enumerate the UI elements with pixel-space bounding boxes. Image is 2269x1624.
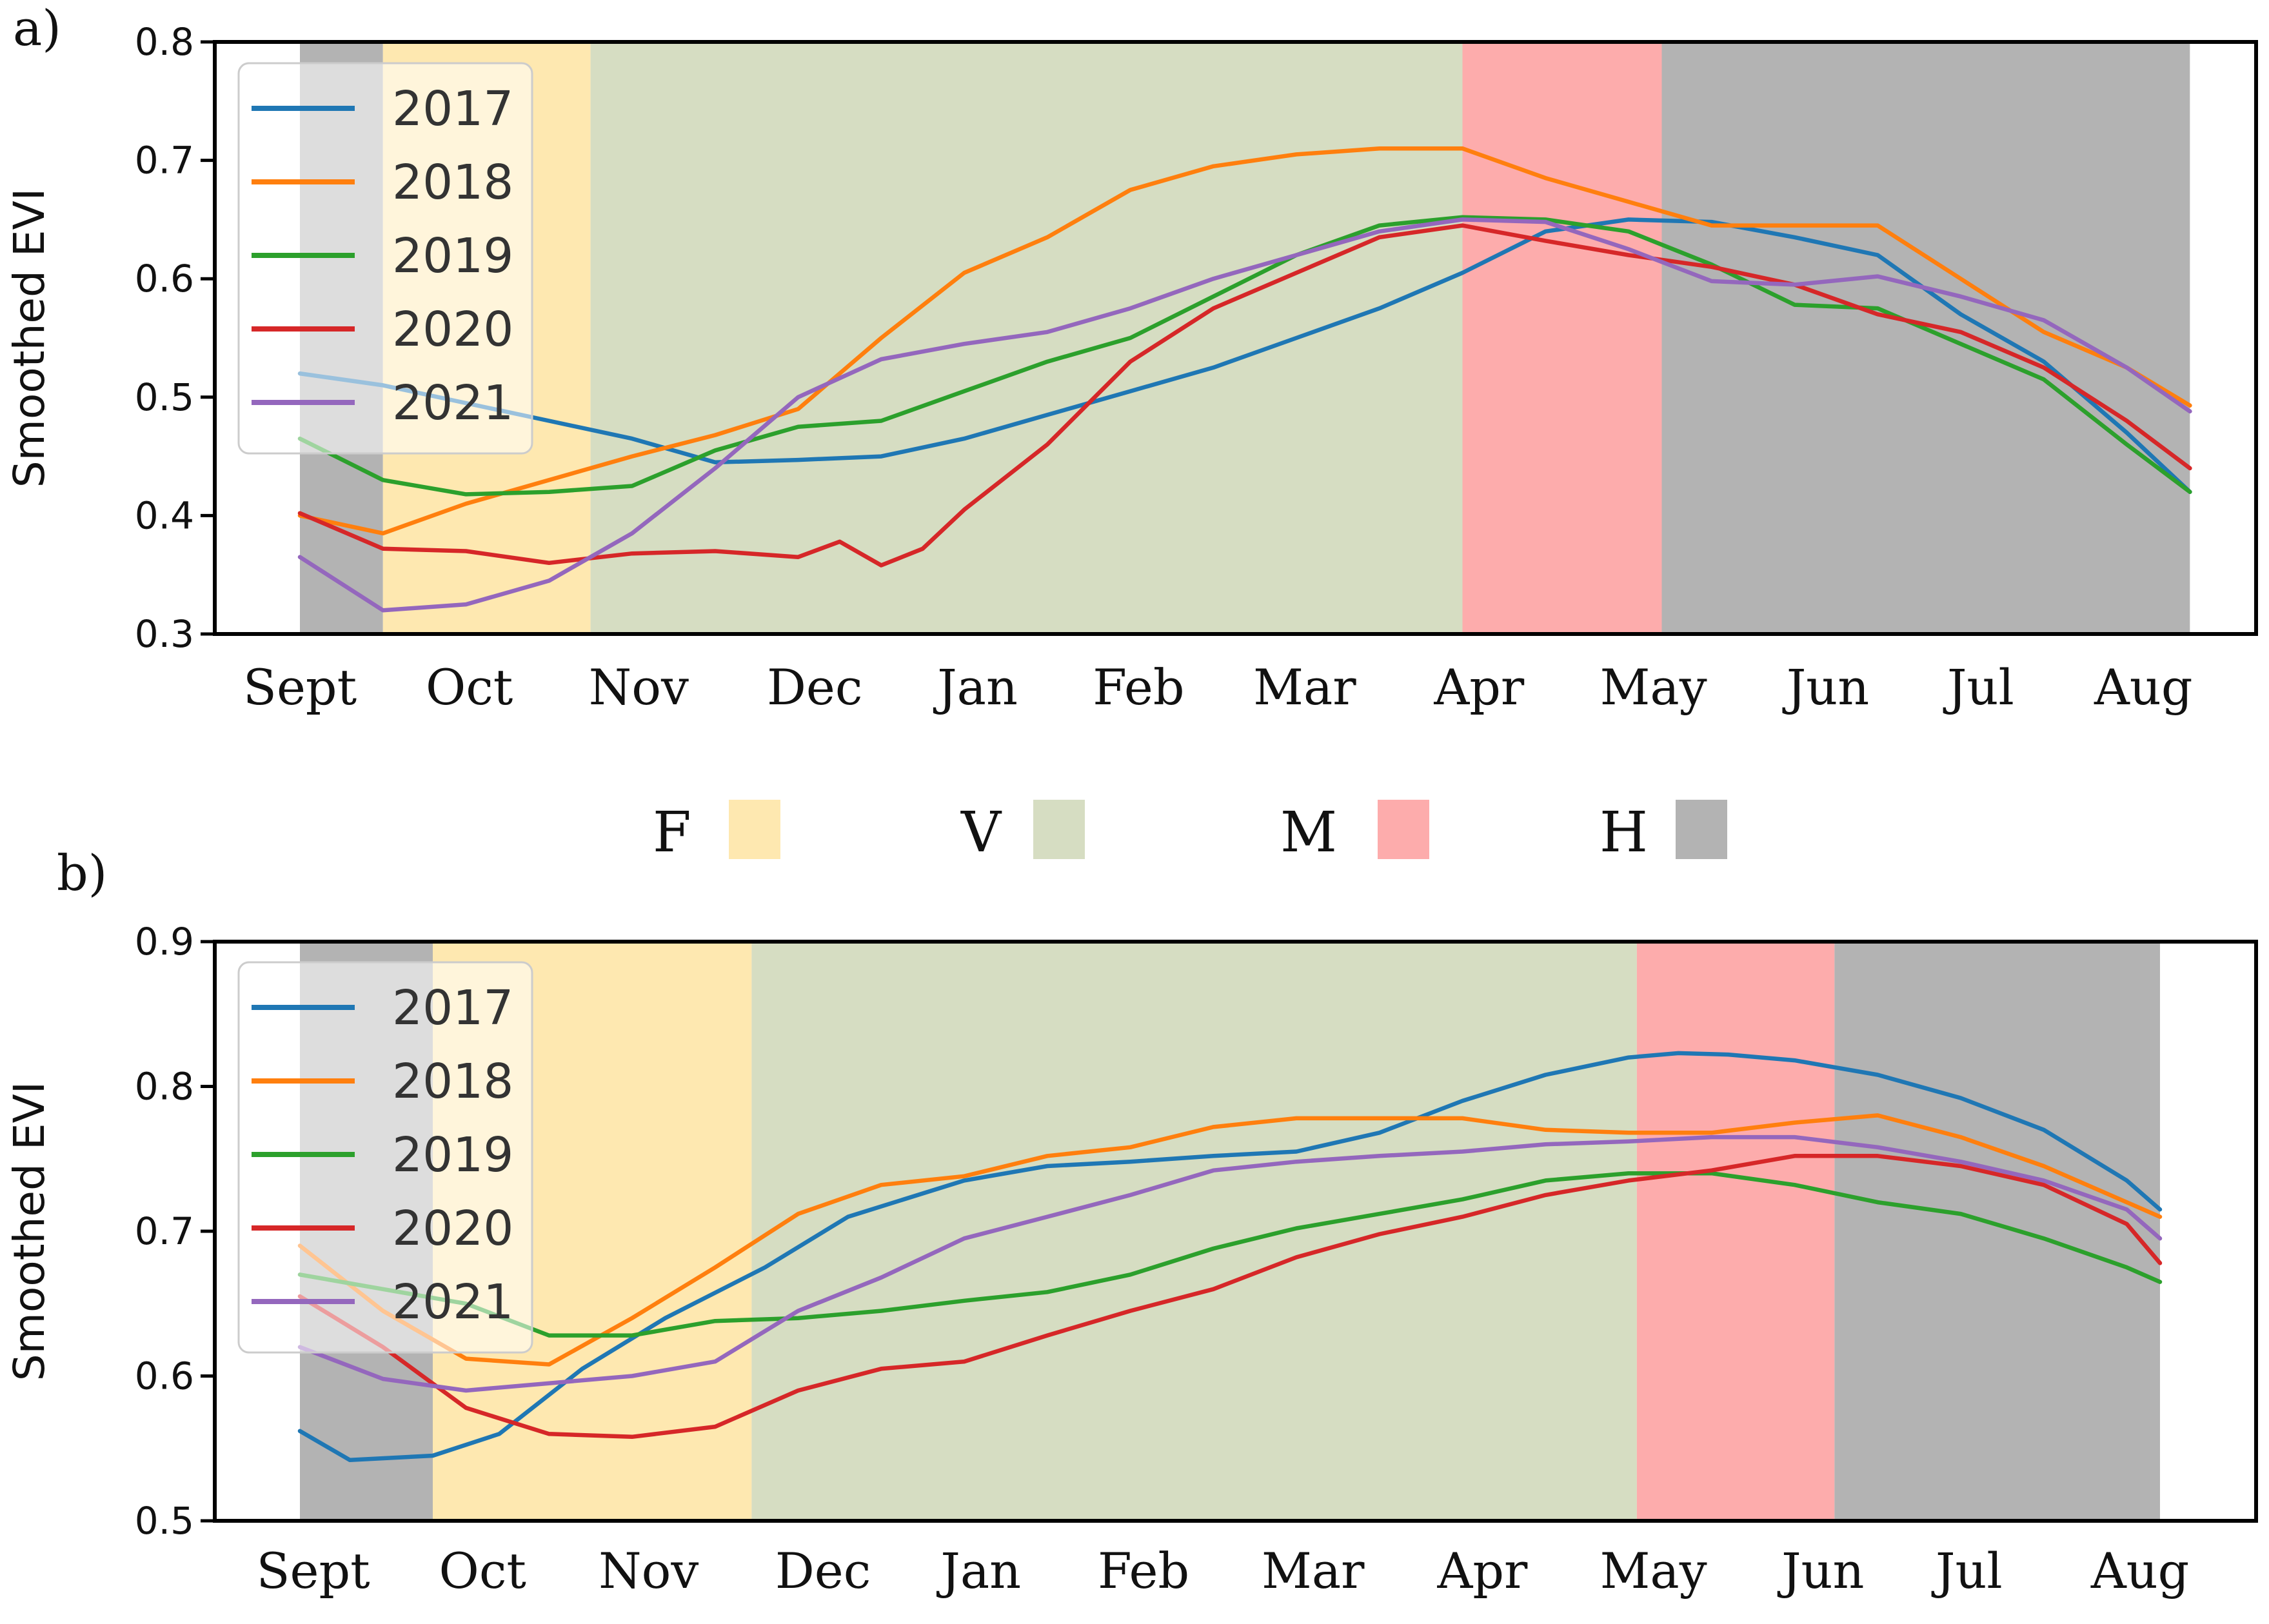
x-month-label: Jul (1943, 659, 2014, 716)
series-line-2019 (297, 1171, 2163, 1338)
phase-band-h (1834, 942, 2160, 1521)
y-tick-label: 0.8 (135, 1065, 194, 1109)
phase-band-m (1462, 42, 1662, 634)
y-axis-label: Smoothed EVI (5, 188, 54, 488)
phase-band-m (1636, 942, 1835, 1521)
series-line-2017 (297, 1051, 2163, 1462)
phase-key-swatch-f (729, 800, 780, 859)
x-month-label: Aug (2094, 659, 2192, 716)
x-month-label: Mar (1262, 1542, 1365, 1599)
x-month-label: Dec (767, 659, 862, 716)
x-month-label: Feb (1098, 1542, 1189, 1599)
x-month-label: Jun (1782, 659, 1869, 716)
x-month-label: Dec (775, 1542, 871, 1599)
series-line-2018 (297, 1113, 2163, 1367)
x-month-label: Sept (243, 659, 357, 716)
x-month-label: Jun (1777, 1542, 1864, 1599)
x-month-label: Jul (1931, 1542, 2003, 1599)
y-tick-label: 0.7 (135, 1209, 194, 1253)
legend-label: 2020 (392, 302, 513, 357)
panel-label: b) (57, 844, 107, 902)
phase-key-label-v: V (960, 800, 1002, 865)
phase-band-v (590, 42, 1463, 634)
y-tick-label: 0.7 (135, 139, 194, 183)
series-line-2020 (297, 1154, 2163, 1440)
x-month-label: Apr (1436, 1542, 1528, 1599)
series-line-2018 (297, 146, 2192, 536)
panel-b-chart: 0.5 0.6 0.7 0.8 0.9 Smoothed EVI Sept Oct Nov Dec… (5, 844, 2258, 1599)
legend-label: 2019 (392, 228, 513, 284)
series-legend: 2017 2018 2019 2020 2021 (237, 961, 533, 1354)
legend-label: 2018 (392, 1054, 513, 1109)
phase-key-label-f: F (653, 800, 691, 865)
series-line-2017 (297, 217, 2192, 494)
panel-label: a) (13, 0, 61, 57)
plot-frame (213, 40, 2258, 636)
legend-label: 2018 (392, 155, 513, 210)
x-month-label: Nov (599, 1542, 699, 1599)
legend-label: 2019 (392, 1127, 513, 1183)
series-line-2021 (297, 217, 2192, 613)
phase-band-h (1661, 42, 2190, 634)
legend-label: 2021 (392, 375, 513, 431)
x-month-label: Oct (439, 1542, 526, 1599)
x-month-label: May (1600, 1542, 1707, 1599)
y-tick-label: 0.6 (135, 1354, 194, 1398)
x-month-label: Mar (1253, 659, 1356, 716)
series-line-2020 (297, 223, 2192, 568)
y-tick-label: 0.6 (135, 257, 194, 301)
x-month-label: Aug (2090, 1542, 2189, 1599)
x-month-label: Feb (1093, 659, 1184, 716)
series-line-2021 (297, 1134, 2163, 1393)
y-tick-label: 0.8 (135, 20, 194, 64)
legend-frame (237, 961, 533, 1354)
y-axis-label: Smoothed EVI (5, 1082, 54, 1381)
y-tick-label: 0.3 (135, 612, 194, 656)
series-line-2019 (297, 215, 2192, 497)
x-month-label: Jan (933, 659, 1018, 716)
x-month-label: Nov (589, 659, 689, 716)
x-month-label: Apr (1433, 659, 1525, 716)
legend-label: 2017 (392, 81, 513, 137)
y-tick-label: 0.9 (135, 920, 194, 964)
x-month-label: May (1600, 659, 1707, 716)
phase-key-swatch-v (1033, 800, 1085, 859)
series-legend: 2017 2018 2019 2020 2021 (237, 62, 533, 455)
x-month-label: Oct (426, 659, 513, 716)
legend-label: 2020 (392, 1201, 513, 1256)
y-tick-label: 0.5 (135, 1499, 194, 1543)
phase-key-swatch-h (1676, 800, 1727, 859)
panel-a-chart: 0.3 0.4 0.5 0.6 0.7 0.8 Smoothed EVI Sept Oct Nov… (5, 0, 2258, 716)
legend-frame (237, 62, 533, 455)
y-tick-label: 0.5 (135, 375, 194, 419)
legend-label: 2017 (392, 980, 513, 1036)
phase-key-label-h: H (1600, 800, 1648, 865)
phase-key-swatch-m (1378, 800, 1429, 859)
y-tick-label: 0.4 (135, 493, 194, 537)
x-month-label: Sept (256, 1542, 370, 1599)
legend-label: 2021 (392, 1274, 513, 1330)
phase-band-v (751, 942, 1637, 1521)
x-month-label: Jan (936, 1542, 1021, 1599)
phase-key-label-m: M (1280, 800, 1337, 865)
